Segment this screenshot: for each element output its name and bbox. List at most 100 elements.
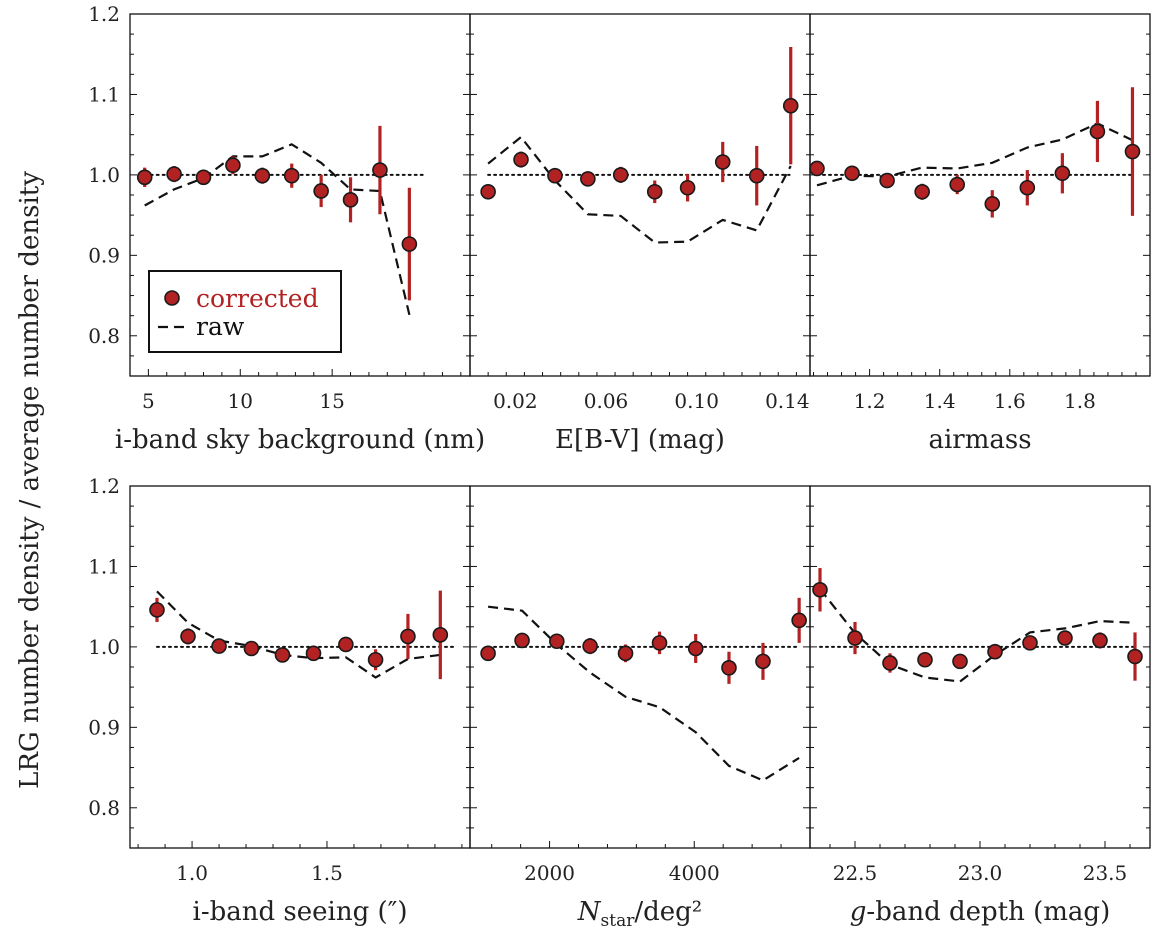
legend-frame <box>148 270 342 353</box>
corrected-point <box>617 645 634 662</box>
corrected-point <box>612 167 629 183</box>
legend-raw-label: raw <box>196 312 245 341</box>
x-tick-label: 23.5 <box>1083 861 1128 885</box>
legend-corrected-label: corrected <box>196 284 319 313</box>
corrected-point <box>748 167 765 184</box>
corrected-point <box>283 167 300 184</box>
corrected-point <box>180 628 196 645</box>
panel-6: 22.5 23.0 23.5 g-band depth (mag) <box>809 485 1151 927</box>
x-tick-label: 1.0 <box>176 861 208 885</box>
corrected-point <box>432 627 449 643</box>
corrected-point <box>687 640 704 657</box>
x-tick-label: 23.0 <box>958 861 1003 885</box>
corrected-point <box>646 183 663 200</box>
y-tick-label: 1.0 <box>88 163 120 187</box>
raw-series-line <box>819 588 1136 683</box>
corrected-point <box>987 643 1003 660</box>
raw-series-line <box>156 590 441 679</box>
x-axis-label: i-band sky background (nm) <box>115 425 485 455</box>
corrected-point <box>812 581 828 598</box>
corrected-point <box>401 236 418 252</box>
x-tick-label: 10 <box>228 389 253 413</box>
x-tick-label: 22.5 <box>833 861 878 885</box>
corrected-point <box>149 602 165 618</box>
y-tick-label: 1.2 <box>88 2 120 26</box>
corrected-point <box>1057 630 1073 646</box>
corrected-point <box>225 157 241 174</box>
x-tick-label: 1.4 <box>924 389 956 413</box>
x-tick-label: 0.10 <box>674 389 719 413</box>
y-tick-label: 0.8 <box>88 324 120 348</box>
raw-series-line <box>816 122 1133 187</box>
corrected-point <box>582 638 598 654</box>
corrected-point <box>480 645 496 662</box>
x-tick-label: 2000 <box>524 861 575 885</box>
corrected-point <box>1019 179 1036 196</box>
y-tick-label: 1.2 <box>88 474 120 498</box>
corrected-point <box>547 167 563 184</box>
x-tick-label: 0.14 <box>765 389 810 413</box>
x-tick-label: 0.02 <box>493 389 538 413</box>
x-axis-label: airmass <box>928 425 1031 455</box>
corrected-point <box>342 192 359 208</box>
corrected-point <box>514 632 530 649</box>
x-tick-label: 1.5 <box>311 861 343 885</box>
x-axis-label: i-band seeing (″) <box>193 897 408 927</box>
corrected-point <box>847 630 863 646</box>
y-tick-label: 0.9 <box>88 243 120 267</box>
x-axis-label: g-band depth (mag) <box>850 897 1110 927</box>
corrected-point <box>755 653 771 670</box>
raw-series-line <box>487 135 792 244</box>
x-tick-label: 1.6 <box>994 389 1026 413</box>
corrected-point <box>917 651 933 668</box>
corrected-point <box>984 196 1001 212</box>
x-tick-label: 0.06 <box>584 389 629 413</box>
x-tick-label: 1.8 <box>1064 389 1096 413</box>
corrected-point <box>1022 635 1038 651</box>
corrected-point <box>791 612 807 629</box>
corrected-point <box>549 633 565 650</box>
panel-4: 0.8 0.9 1.0 1.1 1.2 1.0 1.5 i-band seeing (″) <box>88 474 471 927</box>
y-tick-label: 1.1 <box>88 82 120 106</box>
corrected-point <box>721 660 737 676</box>
y-tick-label: 0.9 <box>88 715 120 739</box>
corrected-point <box>844 165 860 182</box>
corrected-point <box>274 647 291 663</box>
panel-frame <box>469 13 811 377</box>
corrected-point <box>1089 123 1106 140</box>
corrected-point <box>1124 143 1141 160</box>
corrected-point <box>166 166 182 182</box>
corrected-point <box>782 97 799 114</box>
corrected-point <box>809 160 825 177</box>
corrected-point <box>952 653 968 670</box>
y-tick-label: 1.0 <box>88 635 120 659</box>
corrected-point <box>1092 632 1108 649</box>
corrected-point <box>367 651 384 668</box>
corrected-point <box>211 638 227 654</box>
corrected-point <box>651 635 668 651</box>
corrected-point <box>914 183 930 200</box>
panel-frame <box>809 13 1151 377</box>
corrected-point <box>580 171 596 187</box>
corrected-point <box>513 151 529 168</box>
panel-3: 1.2 1.4 1.6 1.8 airmass <box>809 13 1151 455</box>
panel-2: 0.02 0.06 0.10 0.14 E[B-V] (mag) <box>469 13 811 455</box>
panel-5: 2000 4000 Nstar/deg² <box>469 485 811 931</box>
corrected-point <box>679 179 696 196</box>
corrected-point <box>879 172 895 189</box>
corrected-point <box>1127 648 1143 665</box>
y-tick-label: 0.8 <box>88 796 120 820</box>
x-tick-label: 15 <box>319 389 344 413</box>
corrected-point <box>338 636 354 653</box>
corrected-point <box>949 176 966 193</box>
x-tick-label: 4000 <box>669 861 720 885</box>
corrected-point <box>400 628 416 645</box>
corrected-point <box>714 154 731 170</box>
corrected-point <box>254 167 271 184</box>
raw-series-line <box>487 605 800 782</box>
corrected-point <box>1054 165 1071 182</box>
x-axis-label: E[B-V] (mag) <box>555 425 725 455</box>
corrected-point <box>480 183 496 200</box>
